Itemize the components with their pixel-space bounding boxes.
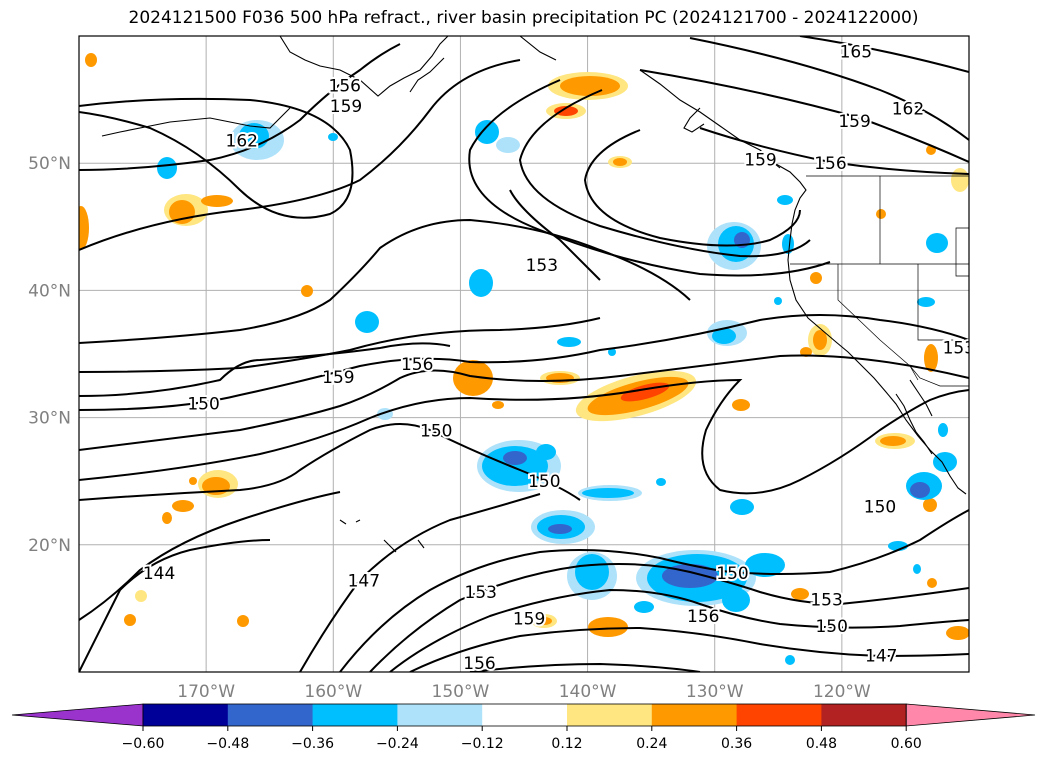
colorbar-tick-label: −0.24 [376, 736, 419, 752]
colorbar-segment [312, 704, 398, 726]
contour-label: 153 [810, 590, 842, 610]
latitude-label: 20°N [28, 536, 71, 556]
colorbar-tick-label: −0.48 [206, 736, 249, 752]
contour-label: 156 [814, 154, 846, 174]
colorbar-tick-label: −0.36 [291, 736, 334, 752]
contour-label: 147 [348, 571, 380, 591]
contour-label: 156 [463, 654, 495, 674]
contour-label: 150 [187, 395, 219, 415]
contour-label: 150 [864, 498, 896, 518]
colorbar-segment [736, 704, 822, 726]
latitude-label: 40°N [28, 281, 71, 301]
colorbar-frame [142, 703, 907, 727]
contour-label: 153 [943, 339, 975, 359]
colorbar-tick-label: 0.48 [806, 736, 837, 752]
contour-label: 159 [838, 112, 870, 132]
contour-label: 162 [892, 100, 924, 120]
political-borders [790, 175, 969, 387]
colorbar-segment [143, 704, 229, 726]
map-frame [78, 35, 970, 673]
colorbar-extend-max [905, 703, 1036, 727]
colorbar-segment [482, 704, 568, 726]
latitude-label: 30°N [28, 409, 71, 429]
latitude-labels: 50°N 40°N 30°N 20°N [28, 154, 71, 556]
colorbar-segment [651, 704, 738, 726]
contour-label: 147 [865, 646, 897, 666]
contour-label: 156 [687, 607, 719, 627]
map-plot-area: 1651621591561591561591621531531591561501… [79, 36, 975, 674]
graticule [79, 36, 969, 672]
contour-label: 153 [465, 583, 497, 603]
colorbar-tick-label: 0.36 [721, 736, 752, 752]
colorbar-segment [567, 704, 653, 726]
colorbar-segment [227, 704, 314, 726]
colorbar-tick-label: −0.12 [461, 736, 504, 752]
contour-label: 150 [815, 617, 847, 637]
contour-label: 144 [143, 564, 175, 584]
longitude-label: 130°W [686, 682, 744, 702]
contour-label: 159 [513, 610, 545, 630]
contour-label: 156 [401, 355, 433, 375]
longitude-label: 170°W [177, 682, 235, 702]
longitude-label: 140°W [559, 682, 617, 702]
map-title: 2024121500 F036 500 hPa refract., river … [128, 8, 919, 28]
colorbar-tick-label: 0.60 [891, 736, 922, 752]
longitude-labels: 170°W 160°W 150°W 140°W 130°W 120°W [177, 682, 871, 702]
contour-label: 153 [526, 256, 558, 276]
colorbar-segment [397, 704, 483, 726]
contour-label: 159 [330, 97, 362, 117]
contour-label: 159 [744, 150, 776, 170]
colorbar-extend-min [11, 703, 144, 727]
colorbar-tick-label: 0.24 [636, 736, 667, 752]
coastline [101, 36, 967, 553]
contour-label: 150 [528, 472, 560, 492]
contour-label: 159 [322, 368, 354, 388]
colorbar: −0.60 −0.48 −0.36 −0.24 −0.12 0.12 0.24 0.36 0.4… [11, 703, 1036, 752]
colorbar-tick-label: −0.60 [122, 736, 165, 752]
colorbar-segment [821, 704, 907, 726]
refractivity-contours [79, 36, 969, 672]
contour-label: 162 [226, 131, 258, 151]
contour-label: 150 [420, 421, 452, 441]
contour-labels: 1651621591561591561591621531531591561501… [141, 40, 975, 674]
longitude-label: 120°W [813, 682, 871, 702]
contour-label: 156 [329, 77, 361, 97]
contour-label: 150 [716, 564, 748, 584]
longitude-label: 150°W [432, 682, 490, 702]
longitude-label: 160°W [304, 682, 362, 702]
latitude-label: 50°N [28, 154, 71, 174]
colorbar-tick-label: 0.12 [551, 736, 582, 752]
contour-label: 165 [840, 42, 872, 62]
